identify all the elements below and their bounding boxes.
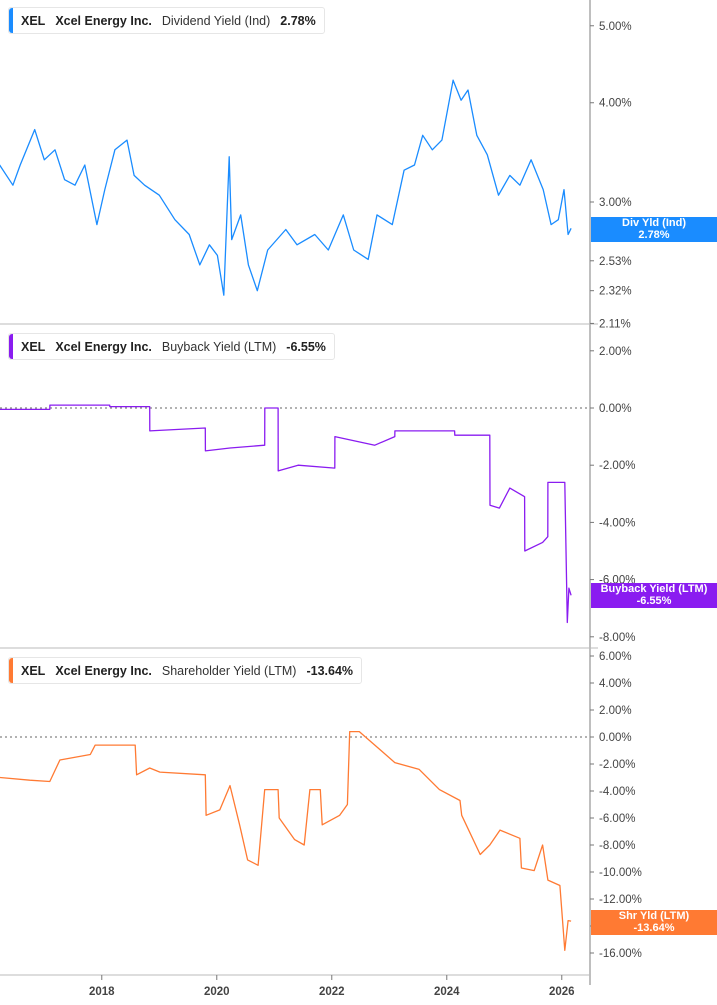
y-tick-label: 2.00% [599,705,632,717]
x-tick-label: 2020 [204,986,230,998]
legend-color-bar [9,658,13,683]
series-line [0,730,572,951]
legend-value: -13.64% [306,663,354,678]
legend-color-bar [9,334,13,359]
legend-color-bar [9,8,13,33]
panel-2: 6.00% 4.00% 2.00% 0.00% -2.00% -4.00% -6.00% -8… [0,651,642,960]
y-tick-label: 6.00% [599,651,632,663]
legend-shareholder-yield: XEL Xcel Energy Inc. Shareholder Yield (… [8,657,363,684]
legend-company: Xcel Energy Inc. [55,13,152,28]
panel-1: 2.00%0.00%-2.00%-4.00%-6.00%-8.00% [0,346,635,644]
legend-value: -6.55% [286,339,326,354]
y-tick-label: -2.00% [599,759,635,771]
legend-value: 2.78% [280,13,316,28]
legend-metric: Shareholder Yield (LTM) [161,663,297,678]
y-tick-label: -12.00% [599,894,642,906]
y-tick-label: 2.53% [599,256,632,268]
badge-label: Shr Yld (LTM) [618,910,690,922]
x-tick-label: 2024 [434,986,460,998]
y-tick-label: -2.00% [599,460,635,472]
y-tick-label: 2.11% [599,318,631,330]
legend-ticker: XEL [21,663,46,678]
x-tick-label: 2022 [319,986,345,998]
y-tick-label: 2.32% [599,286,632,298]
panel-0: 5.00% 4.00% 3.00% 2.53% 2.32% 2.11% [0,21,632,330]
y-tick-label: 3.00% [599,197,632,209]
y-tick-label: 4.00% [599,98,632,110]
x-tick-label: 2026 [549,986,575,998]
badge-value: -13.64% [633,921,675,934]
legend-company: Xcel Energy Inc. [55,339,152,354]
current-value-badge-shareholder: Shr Yld (LTM) -13.64% [591,910,717,935]
legend-buyback-yield: XEL Xcel Energy Inc. Buyback Yield (LTM)… [8,333,335,360]
x-tick-label: 2018 [89,986,115,998]
legend-dividend-yield: XEL Xcel Energy Inc. Dividend Yield (Ind… [8,7,325,34]
y-tick-label: -4.00% [599,517,635,529]
legend-company: Xcel Energy Inc. [55,663,152,678]
current-value-badge-dividend: Div Yld (Ind) 2.78% [591,217,717,242]
y-tick-label: -6.00% [599,813,635,825]
badge-label: Buyback Yield (LTM) [600,583,708,595]
current-value-badge-buyback: Buyback Yield (LTM) -6.55% [591,583,717,608]
y-tick-label: -16.00% [599,948,642,960]
y-tick-label: -8.00% [599,840,635,852]
badge-value: 2.78% [638,228,670,241]
legend-metric: Buyback Yield (LTM) [161,339,277,354]
legend-ticker: XEL [21,339,46,354]
badge-value: -6.55% [636,594,672,607]
badge-label: Div Yld (Ind) [622,217,686,229]
y-tick-label: 0.00% [599,403,632,415]
legend-metric: Dividend Yield (Ind) [161,13,271,28]
y-tick-label: 5.00% [599,21,632,33]
y-tick-label: 0.00% [599,732,632,744]
series-line [0,404,572,624]
y-tick-label: 4.00% [599,678,632,690]
legend-ticker: XEL [21,13,46,28]
series-line [0,79,572,296]
y-tick-label: -8.00% [599,632,635,644]
y-tick-label: -10.00% [599,867,642,879]
y-tick-label: 2.00% [599,346,632,358]
y-tick-label: -4.00% [599,786,635,798]
